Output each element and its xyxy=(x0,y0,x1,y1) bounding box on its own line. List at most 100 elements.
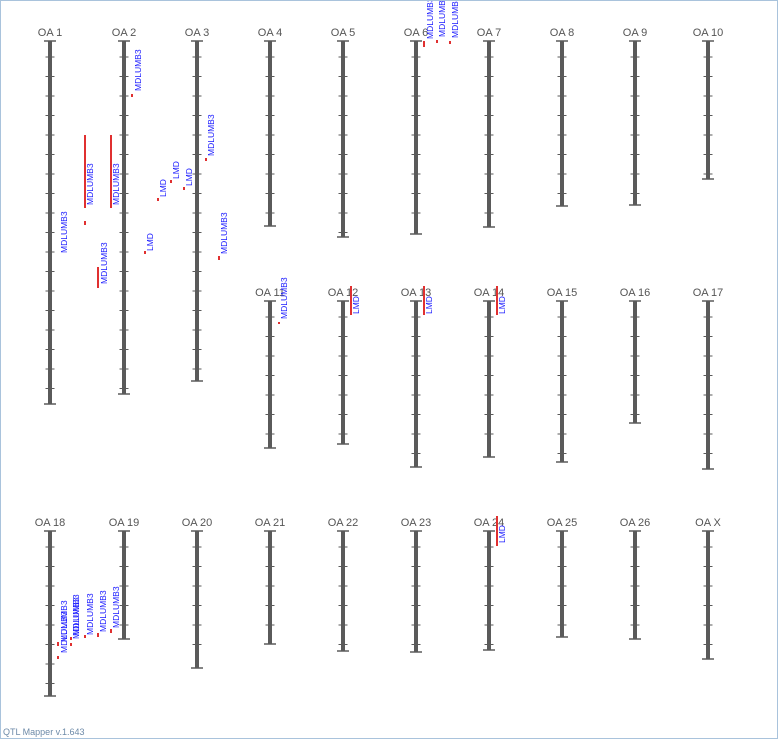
qtl-label[interactable]: LMD xyxy=(497,296,507,314)
chromosome-label-oa-7: OA 7 xyxy=(477,27,501,39)
chromosome-bar-oa-2[interactable] xyxy=(122,41,126,394)
qtl-label[interactable]: MDLUMB3 xyxy=(111,586,121,628)
chromosome-label-oa-22: OA 22 xyxy=(328,517,359,529)
qtl-label[interactable]: MDLUMB3 xyxy=(71,594,81,636)
qtl-label[interactable]: MDLUMB3 xyxy=(98,590,108,632)
qtl-bar[interactable] xyxy=(84,135,86,208)
qtl-bar[interactable] xyxy=(70,643,72,646)
chromosome-label-oa-16: OA 16 xyxy=(620,287,651,299)
chromosome-bar-oa-15[interactable] xyxy=(560,301,564,462)
qtl-label[interactable]: MDLUMB3 xyxy=(71,597,81,639)
qtl-label[interactable]: MDLUMB3 xyxy=(450,1,460,38)
chromosome-bar-oa-14[interactable] xyxy=(487,301,491,457)
qtl-label[interactable]: MDLUMB3 xyxy=(206,114,216,156)
chromosome-label-oa-1: OA 1 xyxy=(38,27,62,39)
chromosome-bar-oa-11[interactable] xyxy=(268,301,272,448)
qtl-bar[interactable] xyxy=(423,41,425,47)
chromosome-bar-oa-4[interactable] xyxy=(268,41,272,226)
chromosome-bar-oa-25[interactable] xyxy=(560,531,564,637)
chromosome-label-oa-4: OA 4 xyxy=(258,27,282,39)
chromosome-bar-oa-1[interactable] xyxy=(48,41,52,404)
qtl-label[interactable]: MDLUMB3 xyxy=(111,163,121,205)
qtl-bar[interactable] xyxy=(218,256,220,260)
chromosome-label-oa-17: OA 17 xyxy=(693,287,724,299)
chromosome-bar-oa-5[interactable] xyxy=(341,41,345,237)
qtl-bar[interactable] xyxy=(423,286,425,315)
chromosome-label-oa-15: OA 15 xyxy=(547,287,578,299)
chromosome-bar-oa-8[interactable] xyxy=(560,41,564,206)
chromosome-bar-oa-26[interactable] xyxy=(633,531,637,639)
qtl-label[interactable]: MDLUMB3 xyxy=(59,211,69,253)
chromosome-label-oa-20: OA 20 xyxy=(182,517,213,529)
qtl-bar[interactable] xyxy=(110,629,112,633)
chromosome-label-oa-8: OA 8 xyxy=(550,27,574,39)
qtl-label[interactable]: LMD xyxy=(351,296,361,314)
chromosome-bar-oa-3[interactable] xyxy=(195,41,199,381)
chromosome-bar-oa-24[interactable] xyxy=(487,531,491,650)
chromosome-bar-oa-12[interactable] xyxy=(341,301,345,444)
qtl-bar[interactable] xyxy=(496,286,498,315)
chromosome-bar-oa-13[interactable] xyxy=(414,301,418,467)
qtl-bar[interactable] xyxy=(84,221,86,225)
qtl-bar[interactable] xyxy=(97,267,99,288)
chromosome-label-oa-18: OA 18 xyxy=(35,517,66,529)
qtl-bar[interactable] xyxy=(57,642,59,646)
qtl-bar[interactable] xyxy=(84,635,86,638)
qtl-bar[interactable] xyxy=(97,633,99,637)
qtl-bar[interactable] xyxy=(70,637,72,640)
chromosome-label-oa-11: OA 11 xyxy=(255,287,285,299)
qtl-label[interactable]: MDLUMB3 xyxy=(279,277,289,319)
qtl-label[interactable]: MDLUMB3 xyxy=(99,242,109,284)
qtl-label[interactable]: LMD xyxy=(158,179,168,197)
qtl-bar[interactable] xyxy=(57,656,59,659)
chromosome-label-oa-21: OA 21 xyxy=(255,517,286,529)
qtl-label[interactable]: LMD xyxy=(424,296,434,314)
chromosome-bar-oa-16[interactable] xyxy=(633,301,637,423)
qtl-label[interactable]: MDLUMB3 xyxy=(437,1,447,37)
version-label: QTL Mapper v.1.643 xyxy=(3,727,85,737)
chromosome-bar-oa-9[interactable] xyxy=(633,41,637,205)
chromosome-bar-oa-x[interactable] xyxy=(706,531,710,659)
chromosome-bar-oa-22[interactable] xyxy=(341,531,345,651)
qtl-bar[interactable] xyxy=(110,135,112,208)
chromosome-bar-oa-19[interactable] xyxy=(122,531,126,639)
chromosome-bar-oa-20[interactable] xyxy=(195,531,199,668)
qtl-label[interactable]: LMD xyxy=(171,161,181,179)
chromosome-label-oa-6: OA 6 xyxy=(404,27,428,39)
qtl-bar[interactable] xyxy=(157,198,159,201)
qtl-bar[interactable] xyxy=(436,40,438,43)
qtl-label[interactable]: MDLUMB3 xyxy=(59,600,69,642)
qtl-bar[interactable] xyxy=(131,94,133,97)
chromosome-bar-oa-7[interactable] xyxy=(487,41,491,227)
qtl-bar[interactable] xyxy=(278,322,280,324)
qtl-label[interactable]: MDLUMB3 xyxy=(133,49,143,91)
qtl-label[interactable]: MDLUMB3 xyxy=(219,212,229,254)
qtl-bar[interactable] xyxy=(205,158,207,161)
chromosome-label-oa-x: OA X xyxy=(695,517,721,529)
chromosome-bar-oa-17[interactable] xyxy=(706,301,710,469)
chromosome-bar-oa-6[interactable] xyxy=(414,41,418,234)
qtl-label[interactable]: MDLUMB3 xyxy=(85,593,95,635)
qtl-bar[interactable] xyxy=(350,286,352,315)
chromosome-label-oa-3: OA 3 xyxy=(185,27,209,39)
chromosome-label-oa-5: OA 5 xyxy=(331,27,355,39)
qtl-bar[interactable] xyxy=(496,516,498,546)
chromosome-bar-oa-21[interactable] xyxy=(268,531,272,644)
qtl-label[interactable]: LMD xyxy=(184,168,194,186)
qtl-bar[interactable] xyxy=(449,41,451,44)
chromosome-bar-oa-18[interactable] xyxy=(48,531,52,696)
qtl-label[interactable]: MDLUMB3 xyxy=(85,163,95,205)
qtl-label[interactable]: LMD xyxy=(145,233,155,251)
qtl-label[interactable]: MDLUMB3 xyxy=(425,1,435,39)
chromosome-label-oa-23: OA 23 xyxy=(401,517,432,529)
chromosome-bar-oa-23[interactable] xyxy=(414,531,418,652)
qtl-bar[interactable] xyxy=(170,180,172,183)
qtl-label[interactable]: LMD xyxy=(497,525,507,543)
qtl-label[interactable]: MDLUMB3 xyxy=(59,611,69,653)
chromosome-label-oa-25: OA 25 xyxy=(547,517,578,529)
qtl-bar[interactable] xyxy=(183,187,185,190)
chromosome-bar-oa-10[interactable] xyxy=(706,41,710,179)
qtl-bar[interactable] xyxy=(144,251,146,254)
